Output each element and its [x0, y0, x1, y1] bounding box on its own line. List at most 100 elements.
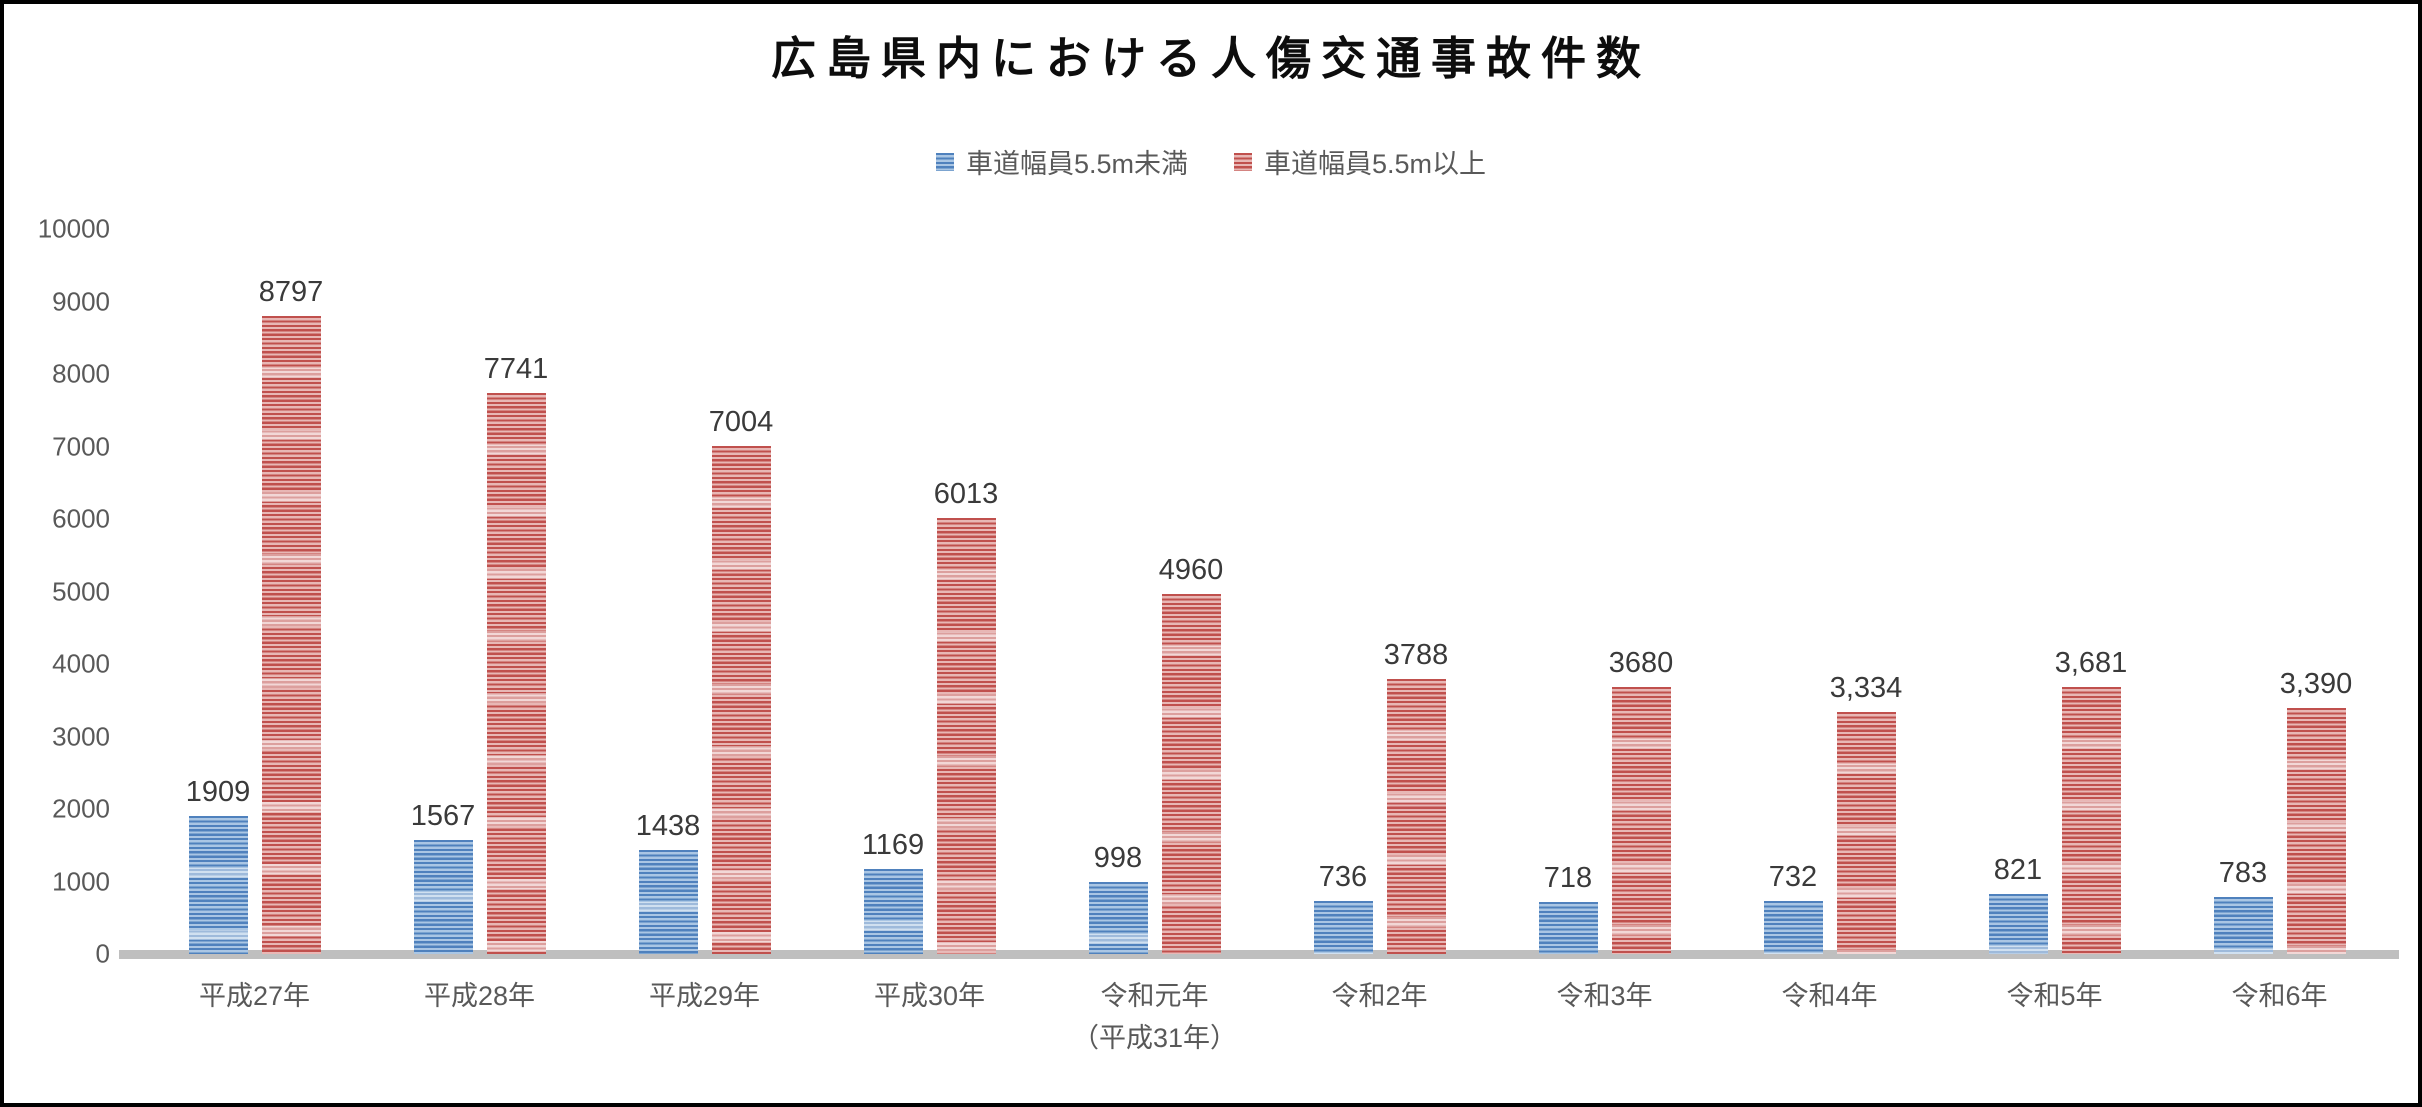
bar-width-under-5-5m	[638, 850, 698, 954]
category-bars: 736 3788	[1267, 639, 1492, 954]
bar-width-over-5-5m	[2061, 687, 2121, 954]
bar-value-label: 783	[2218, 857, 2268, 889]
bar-value-label: 1169	[861, 829, 925, 861]
bar-width-over-5-5m	[1386, 679, 1446, 954]
bar-wrap: 7004	[709, 406, 773, 954]
bar-wrap: 1909	[186, 776, 250, 954]
y-tick-label: 2000	[52, 793, 110, 824]
bar-wrap: 1169	[862, 829, 924, 954]
bar-wrap: 7741	[484, 353, 548, 954]
bar-wrap: 8797	[259, 276, 323, 954]
bar-wrap: 6013	[934, 478, 998, 954]
legend-label-width-over-5-5m: 車道幅員5.5m以上	[1264, 149, 1487, 179]
category-group: 998 4960 令和元年 （平成31年）	[1042, 229, 1267, 1053]
category-group: 718 3680 令和3年	[1492, 229, 1717, 1011]
bar-wrap: 3,390	[2280, 668, 2352, 954]
bar-width-under-5-5m	[2213, 897, 2273, 954]
bar-width-over-5-5m	[2286, 708, 2346, 954]
bar-value-label: 3788	[1383, 639, 1449, 671]
bar-value-label: 718	[1543, 862, 1593, 894]
legend-item-width-under-5-5m: 車道幅員5.5m未満	[935, 142, 1188, 181]
bar-value-label: 1567	[410, 800, 476, 832]
bar-width-over-5-5m	[261, 316, 321, 954]
chart-title: 広島県内における人傷交通事故件数	[770, 33, 1651, 84]
x-axis-sublabel: （平成31年）	[1071, 1022, 1238, 1053]
category-bars: 1169 6013	[817, 478, 1042, 954]
bar-width-under-5-5m	[1088, 882, 1148, 954]
bar-wrap: 1567	[411, 800, 475, 954]
category-bars: 821 3,681	[1942, 647, 2167, 954]
y-tick-label: 0	[95, 938, 110, 969]
bar-value-label: 998	[1093, 842, 1143, 874]
category-bars: 1438 7004	[592, 406, 817, 954]
y-tick-label: 8000	[52, 358, 110, 389]
bar-value-label: 7004	[708, 406, 774, 438]
bar-width-under-5-5m	[1763, 901, 1823, 954]
bar-value-label: 1438	[635, 810, 701, 842]
y-tick-label: 3000	[52, 721, 110, 751]
bar-value-label: 6013	[933, 478, 999, 510]
category-bars: 998 4960	[1042, 554, 1267, 954]
bar-width-over-5-5m	[1836, 712, 1896, 954]
bar-wrap: 3,334	[1830, 672, 1902, 954]
x-axis-label: 令和5年	[2006, 981, 2103, 1011]
category-group: 783 3,390 令和6年	[2167, 229, 2392, 1011]
plot-area: 1909 8797 平成27年 1567 7741 平成28年 1438 7004 平成29年 1…	[142, 229, 2392, 1053]
y-axis: 10000 9000 8000 7000 6000 5000 4000 3000 2000 100…	[4, 214, 110, 969]
y-tick-label: 7000	[52, 431, 110, 461]
bar-width-over-5-5m	[711, 446, 771, 954]
y-tick-label: 1000	[52, 866, 110, 896]
bar-width-over-5-5m	[1611, 687, 1671, 954]
bar-width-over-5-5m	[486, 393, 546, 954]
category-group: 1438 7004 平成29年	[592, 229, 817, 1011]
bar-width-under-5-5m	[863, 869, 923, 954]
x-axis-baseline	[119, 950, 2399, 959]
bar-value-label: 1909	[185, 776, 251, 808]
bar-wrap: 736	[1313, 861, 1373, 954]
bar-value-label: 3,681	[2054, 647, 2128, 679]
bar-width-under-5-5m	[1988, 894, 2048, 954]
bar-width-over-5-5m	[936, 518, 996, 954]
y-tick-label: 10000	[37, 213, 110, 244]
x-axis-label: 平成29年	[648, 981, 761, 1011]
category-bars: 783 3,390	[2167, 668, 2392, 954]
y-tick-label: 4000	[52, 648, 110, 679]
x-axis-label: 令和元年 （平成31年）	[1042, 976, 1267, 1060]
category-group: 732 3,334 令和4年	[1717, 229, 1942, 1011]
bar-wrap: 718	[1538, 862, 1598, 954]
category-group: 821 3,681 令和5年	[1942, 229, 2167, 1011]
bar-wrap: 783	[2213, 857, 2273, 954]
bar-value-label: 3,334	[1829, 672, 1903, 704]
x-axis-label: 令和6年	[2231, 981, 2328, 1011]
bar-value-label: 8797	[258, 276, 324, 308]
x-axis-label: 令和3年	[1556, 981, 1653, 1011]
bar-wrap: 998	[1088, 842, 1148, 954]
category-bars: 1567 7741	[367, 353, 592, 954]
category-group: 1169 6013 平成30年	[817, 229, 1042, 1011]
category-group: 1567 7741 平成28年	[367, 229, 592, 1011]
bar-wrap: 821	[1988, 854, 2048, 954]
category-bars: 718 3680	[1492, 647, 1717, 954]
x-axis-label: 令和4年	[1781, 981, 1878, 1011]
bar-width-over-5-5m	[1161, 594, 1221, 954]
bar-value-label: 3680	[1608, 647, 1674, 679]
x-axis-label: 平成28年	[423, 981, 536, 1011]
x-axis-label: 令和2年	[1331, 981, 1428, 1011]
bar-value-label: 4960	[1158, 554, 1224, 586]
bar-wrap: 732	[1763, 861, 1823, 954]
bar-width-under-5-5m	[413, 840, 473, 954]
legend-swatch-red-striped	[1234, 152, 1252, 171]
legend-item-width-over-5-5m: 車道幅員5.5m以上	[1234, 142, 1486, 181]
bar-value-label: 7741	[483, 353, 549, 385]
y-tick-label: 5000	[52, 576, 110, 606]
x-axis-label: 平成30年	[873, 981, 986, 1011]
bar-wrap: 3680	[1609, 647, 1673, 954]
bar-value-label: 3,390	[2279, 668, 2353, 700]
y-tick-label: 9000	[52, 286, 110, 316]
category-bars: 732 3,334	[1717, 672, 1942, 954]
bar-wrap: 3,681	[2055, 647, 2127, 954]
legend: 車道幅員5.5m未満 車道幅員5.5m以上	[4, 142, 2418, 181]
bar-value-label: 736	[1318, 861, 1368, 893]
bar-width-under-5-5m	[1313, 901, 1373, 954]
